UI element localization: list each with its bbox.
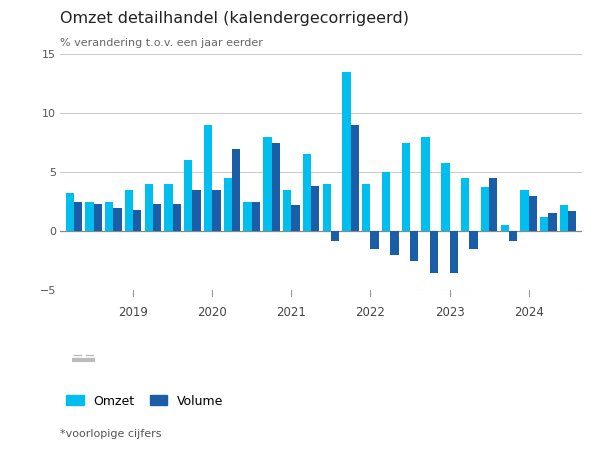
Bar bbox=[421, 137, 430, 231]
Text: Omzet detailhandel (kalendergecorrigeerd): Omzet detailhandel (kalendergecorrigeerd… bbox=[60, 11, 409, 26]
Bar bbox=[362, 184, 370, 231]
Bar bbox=[244, 202, 252, 231]
Bar bbox=[85, 356, 94, 357]
Bar bbox=[509, 231, 517, 241]
Bar bbox=[85, 202, 94, 231]
Bar bbox=[370, 231, 379, 249]
Text: % verandering t.o.v. een jaar eerder: % verandering t.o.v. een jaar eerder bbox=[60, 38, 263, 48]
Bar bbox=[173, 204, 181, 231]
Bar bbox=[303, 154, 311, 231]
Bar bbox=[263, 137, 272, 231]
Bar bbox=[145, 184, 153, 231]
Bar bbox=[65, 194, 74, 231]
Bar bbox=[461, 178, 469, 231]
Bar bbox=[125, 190, 133, 231]
Bar bbox=[469, 231, 478, 249]
Bar bbox=[449, 231, 458, 273]
Bar bbox=[113, 207, 122, 231]
Bar bbox=[520, 190, 529, 231]
Bar bbox=[540, 217, 548, 231]
Legend: Omzet, Volume: Omzet, Volume bbox=[66, 395, 224, 408]
Bar bbox=[560, 205, 568, 231]
Bar bbox=[184, 160, 193, 231]
Text: 2023: 2023 bbox=[434, 306, 464, 319]
Bar bbox=[292, 205, 299, 231]
Bar bbox=[74, 202, 82, 231]
Bar bbox=[73, 356, 82, 357]
Bar bbox=[212, 190, 221, 231]
Bar bbox=[441, 163, 449, 231]
Bar bbox=[85, 355, 94, 356]
Bar bbox=[410, 231, 418, 261]
Bar bbox=[133, 210, 142, 231]
Bar bbox=[272, 143, 280, 231]
Bar bbox=[401, 143, 410, 231]
Text: 2021: 2021 bbox=[277, 306, 306, 319]
Bar bbox=[481, 188, 489, 231]
Bar bbox=[311, 186, 319, 231]
Bar bbox=[232, 148, 241, 231]
Bar bbox=[343, 72, 350, 231]
Bar bbox=[529, 196, 537, 231]
Bar bbox=[430, 231, 438, 273]
Bar bbox=[252, 202, 260, 231]
Bar bbox=[323, 184, 331, 231]
Bar bbox=[489, 178, 497, 231]
Bar bbox=[382, 172, 390, 231]
Bar bbox=[153, 204, 161, 231]
Text: 2022: 2022 bbox=[355, 306, 385, 319]
Bar bbox=[224, 178, 232, 231]
Text: *voorlopige cijfers: *voorlopige cijfers bbox=[60, 429, 161, 439]
Bar bbox=[105, 202, 113, 231]
Text: 2020: 2020 bbox=[197, 306, 227, 319]
Bar bbox=[548, 213, 557, 231]
Bar bbox=[283, 190, 292, 231]
Text: 2019: 2019 bbox=[118, 306, 148, 319]
Bar bbox=[164, 184, 173, 231]
Bar bbox=[500, 225, 509, 231]
Bar bbox=[568, 211, 577, 231]
Bar bbox=[350, 125, 359, 231]
Bar bbox=[331, 231, 339, 241]
Bar bbox=[204, 125, 212, 231]
Text: 2024: 2024 bbox=[514, 306, 544, 319]
Bar bbox=[390, 231, 398, 255]
Bar bbox=[73, 355, 82, 356]
Bar bbox=[94, 204, 102, 231]
Bar bbox=[193, 190, 201, 231]
